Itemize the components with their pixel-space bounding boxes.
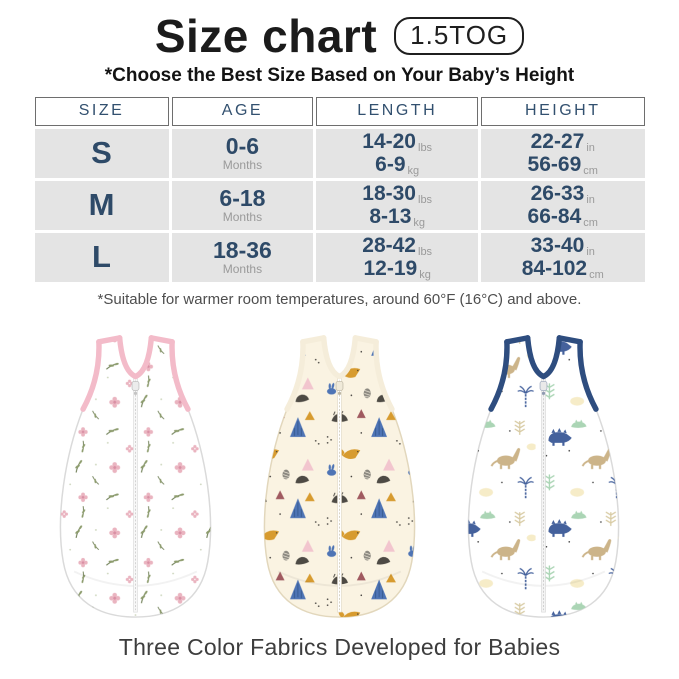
length-cell: 18-30 lbs 8-13 kg xyxy=(316,180,478,230)
size-value: L xyxy=(34,232,169,282)
age-cell: 18-36 Months xyxy=(171,232,314,282)
header: Size chart 1.5TOG xyxy=(0,0,679,59)
zipper-pull-icon xyxy=(131,381,140,392)
column-header-height: HEIGHT xyxy=(481,96,645,126)
size-value: M xyxy=(34,180,169,230)
binding-trim xyxy=(488,335,599,413)
bottom-caption: Three Color Fabrics Developed for Babies xyxy=(118,634,561,661)
product-images-row xyxy=(0,326,679,623)
table-header-row: SIZE AGE LENGTH HEIGHT xyxy=(34,96,645,126)
column-header-length: LENGTH xyxy=(316,96,478,126)
length-cell: 28-42 lbs 12-19 kg xyxy=(316,232,478,282)
tog-rating-badge: 1.5TOG xyxy=(394,16,525,56)
height-cell: 33-40 in 84-102 cm xyxy=(481,232,645,282)
sleep-sack-woodland-image xyxy=(263,335,416,619)
zipper-pull-icon xyxy=(539,381,548,392)
height-cell: 26-33 in 66-84 cm xyxy=(481,180,645,230)
height-cell: 22-27 in 56-69 cm xyxy=(481,128,645,178)
binding-trim xyxy=(284,335,395,413)
table-row-size-m: M 6-18 Months 18-30 lbs 8-13 kg 26-33 in 66… xyxy=(34,180,645,230)
age-cell: 0-6 Months xyxy=(171,128,314,178)
size-value: S xyxy=(34,128,169,178)
column-header-size: SIZE xyxy=(34,96,169,126)
sleep-sack-floral-image xyxy=(59,335,212,619)
binding-trim xyxy=(80,335,191,413)
age-cell: 6-18 Months xyxy=(171,180,314,230)
table-row-size-l: L 18-36 Months 28-42 lbs 12-19 kg 33-40 in … xyxy=(34,232,645,282)
page-title: Size chart xyxy=(154,10,378,62)
temperature-footnote: *Suitable for warmer room temperatures, … xyxy=(97,290,582,308)
size-chart-table: SIZE AGE LENGTH HEIGHT S 0-6 Months 14-2… xyxy=(32,94,648,285)
column-header-age: AGE xyxy=(171,96,314,126)
subtitle: *Choose the Best Size Based on Your Baby… xyxy=(104,65,575,86)
length-cell: 14-20 lbs 6-9 kg xyxy=(316,128,478,178)
table-row-size-s: S 0-6 Months 14-20 lbs 6-9 kg 22-27 in 56-6… xyxy=(34,128,645,178)
zipper-pull-icon xyxy=(335,381,344,392)
sleep-sack-dinosaur-image xyxy=(467,335,620,619)
